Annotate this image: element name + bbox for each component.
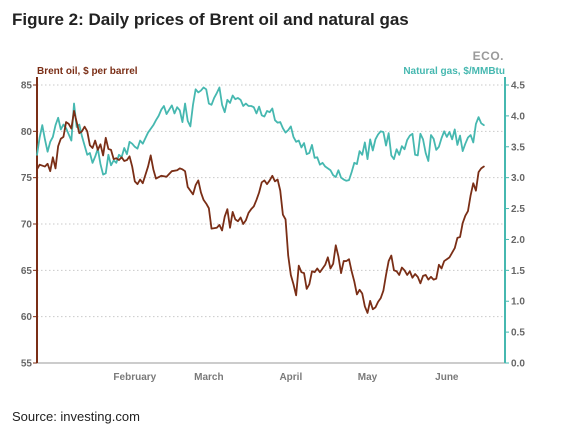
series-lines [36, 86, 485, 314]
left-tick-label-65: 65 [21, 266, 33, 277]
axes [33, 77, 509, 364]
eco-brand-logo: ECO. [472, 49, 504, 63]
natural-gas-line [36, 86, 485, 182]
right-tick-label-3.5: 3.5 [511, 142, 525, 153]
left-tick-label-55: 55 [21, 359, 33, 370]
left-axis-title: Brent oil, $ per barrel [37, 66, 138, 77]
grid-lines [37, 84, 505, 318]
right-tick-label-4.0: 4.0 [511, 111, 525, 122]
x-tick-label-may: May [358, 372, 378, 383]
left-tick-label-80: 80 [21, 127, 33, 138]
figure-title: Figure 2: Daily prices of Brent oil and … [12, 10, 409, 29]
left-tick-label-70: 70 [21, 220, 33, 231]
left-tick-label-85: 85 [21, 81, 33, 92]
right-tick-label-0.0: 0.0 [511, 359, 525, 370]
right-axis-title: Natural gas, $/MMBtu [403, 66, 505, 77]
right-tick-label-2.5: 2.5 [511, 204, 525, 215]
axis-labels: 55 60 65 70 75 80 85 0.0 0.5 1.0 1.5 2.0 2.5 3.0 3.5 4.… [21, 66, 525, 383]
price-line-chart: 55 60 65 70 75 80 85 0.0 0.5 1.0 1.5 2.0 2.5 3.0 3.5 4.… [21, 66, 525, 383]
right-tick-label-1.5: 1.5 [511, 266, 525, 277]
left-tick-label-75: 75 [21, 173, 33, 184]
left-tick-label-60: 60 [21, 312, 33, 323]
right-tick-label-1.0: 1.0 [511, 297, 525, 308]
x-tick-label-february: February [113, 372, 156, 383]
x-tick-label-april: April [279, 372, 302, 383]
x-tick-label-june: June [435, 372, 459, 383]
x-tick-label-march: March [194, 372, 223, 383]
right-tick-label-0.5: 0.5 [511, 328, 525, 339]
right-tick-label-4.5: 4.5 [511, 81, 525, 92]
source-note: Source: investing.com [12, 409, 140, 424]
right-tick-label-2.0: 2.0 [511, 235, 525, 246]
right-tick-label-3.0: 3.0 [511, 173, 525, 184]
brent-oil-line [36, 110, 485, 314]
